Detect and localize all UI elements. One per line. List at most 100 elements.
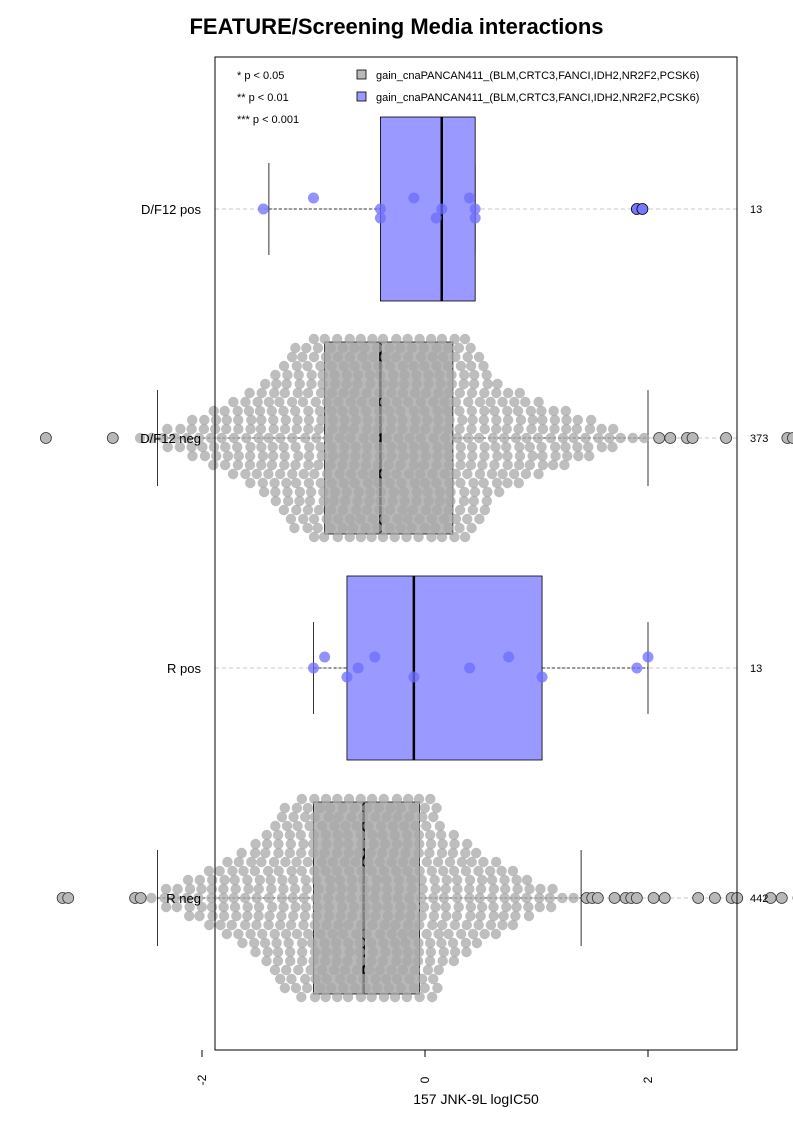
point-1-100 bbox=[446, 378, 457, 390]
point-1-459 bbox=[502, 477, 513, 489]
point-1-501 bbox=[278, 504, 290, 516]
point-3-52 bbox=[410, 820, 421, 832]
point-1-234 bbox=[303, 423, 314, 435]
point-1-402 bbox=[477, 459, 488, 471]
point-3-370 bbox=[386, 928, 398, 940]
point-1-503 bbox=[302, 504, 314, 516]
point-1-53 bbox=[349, 360, 360, 372]
point-3-213 bbox=[393, 883, 405, 895]
point-1-32 bbox=[308, 351, 320, 363]
point-3-442 bbox=[328, 964, 340, 976]
point-3-30 bbox=[323, 811, 334, 823]
point-3-253 bbox=[438, 892, 450, 904]
point-3-99 bbox=[331, 847, 343, 859]
point-3-365 bbox=[327, 928, 338, 940]
point-1-336 bbox=[524, 441, 536, 453]
point-1-395 bbox=[395, 459, 406, 471]
point-1-413 bbox=[263, 468, 274, 480]
point-3-351 bbox=[461, 919, 472, 931]
point-1-17 bbox=[325, 342, 337, 354]
point-1-202 bbox=[362, 414, 373, 426]
point-1-518 bbox=[479, 504, 491, 516]
point-3-89 bbox=[449, 838, 460, 850]
point-1-78 bbox=[423, 369, 434, 381]
point-1-246 bbox=[442, 423, 454, 435]
point-1-444 bbox=[326, 477, 337, 489]
point-3-196 bbox=[196, 883, 207, 895]
n-label-0: 13 bbox=[750, 204, 762, 216]
point-3-16 bbox=[324, 802, 336, 814]
point-1-403 bbox=[489, 459, 500, 471]
point-3-60 bbox=[320, 829, 332, 841]
point-1-311 bbox=[232, 441, 243, 453]
point-3-171 bbox=[277, 874, 288, 886]
point-3-33 bbox=[358, 811, 369, 823]
point-3-378 bbox=[479, 928, 490, 940]
chart-title: FEATURE/Screening Media interactions bbox=[189, 14, 604, 39]
point-3-62 bbox=[342, 829, 354, 841]
point-1-284 bbox=[404, 432, 415, 444]
point-3-66 bbox=[389, 829, 400, 841]
point-1-512 bbox=[407, 504, 418, 516]
point-3-401 bbox=[250, 946, 261, 958]
point-3-84 bbox=[391, 838, 402, 850]
point-1-312 bbox=[245, 441, 256, 453]
point-3-185 bbox=[441, 874, 452, 886]
point-1-500 bbox=[481, 495, 493, 507]
point-3-420 bbox=[261, 955, 272, 967]
point-1-315 bbox=[278, 441, 289, 453]
point-3-389 bbox=[343, 937, 354, 949]
point-3-274 bbox=[266, 901, 278, 913]
point-3-126 bbox=[386, 856, 397, 868]
point-3-214 bbox=[406, 883, 417, 895]
point-3-336 bbox=[285, 919, 297, 931]
point-1-405 bbox=[513, 459, 525, 471]
point-1-278 bbox=[334, 432, 346, 444]
point-3-205 bbox=[301, 883, 312, 895]
point-1-83 bbox=[481, 369, 492, 381]
point-1-136 bbox=[310, 396, 321, 408]
point-1-490 bbox=[364, 495, 375, 507]
outlier-1-0 bbox=[40, 432, 52, 444]
point-1-189 bbox=[210, 414, 222, 426]
point-1-564 bbox=[449, 531, 460, 543]
point-3-293 bbox=[488, 901, 499, 913]
point-1-64 bbox=[478, 360, 489, 372]
point-2-4 bbox=[369, 651, 381, 663]
point-3-201 bbox=[253, 883, 264, 895]
point-1-410 bbox=[227, 468, 239, 480]
point-3-326 bbox=[498, 910, 509, 922]
point-3-191 bbox=[511, 874, 522, 886]
point-3-129 bbox=[421, 856, 433, 868]
point-3-380 bbox=[237, 937, 248, 949]
point-1-48 bbox=[291, 360, 303, 372]
x-tick-label-1: 0 bbox=[418, 1076, 432, 1083]
n-label-2: 13 bbox=[750, 663, 762, 675]
point-1-27 bbox=[443, 342, 454, 354]
point-1-294 bbox=[521, 432, 532, 444]
point-3-92 bbox=[249, 847, 261, 859]
point-3-349 bbox=[437, 919, 448, 931]
point-3-204 bbox=[289, 883, 301, 895]
point-3-176 bbox=[334, 874, 346, 886]
series-legend: gain_cnaPANCAN411_(BLM,CRTC3,FANCI,IDH2,… bbox=[356, 69, 699, 104]
point-1-86 bbox=[281, 378, 292, 390]
point-3-225 bbox=[535, 883, 546, 895]
point-1-221 bbox=[585, 414, 597, 426]
box-2 bbox=[346, 575, 543, 761]
point-3-132 bbox=[456, 856, 468, 868]
outlier-1-6 bbox=[720, 432, 732, 444]
point-3-25 bbox=[431, 802, 442, 814]
point-1-313 bbox=[256, 441, 267, 453]
point-3-73 bbox=[261, 838, 273, 850]
point-3-377 bbox=[467, 928, 479, 940]
point-3-289 bbox=[440, 901, 451, 913]
point-1-432 bbox=[486, 468, 498, 480]
point-3-335 bbox=[275, 919, 286, 931]
point-3-388 bbox=[331, 937, 342, 949]
point-1-214 bbox=[502, 414, 514, 426]
point-1-425 bbox=[403, 468, 415, 480]
point-3-93 bbox=[260, 847, 271, 859]
point-1-555 bbox=[344, 531, 355, 543]
point-3-252 bbox=[428, 892, 439, 904]
